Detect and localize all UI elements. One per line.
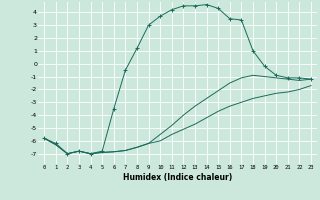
X-axis label: Humidex (Indice chaleur): Humidex (Indice chaleur)	[123, 173, 232, 182]
